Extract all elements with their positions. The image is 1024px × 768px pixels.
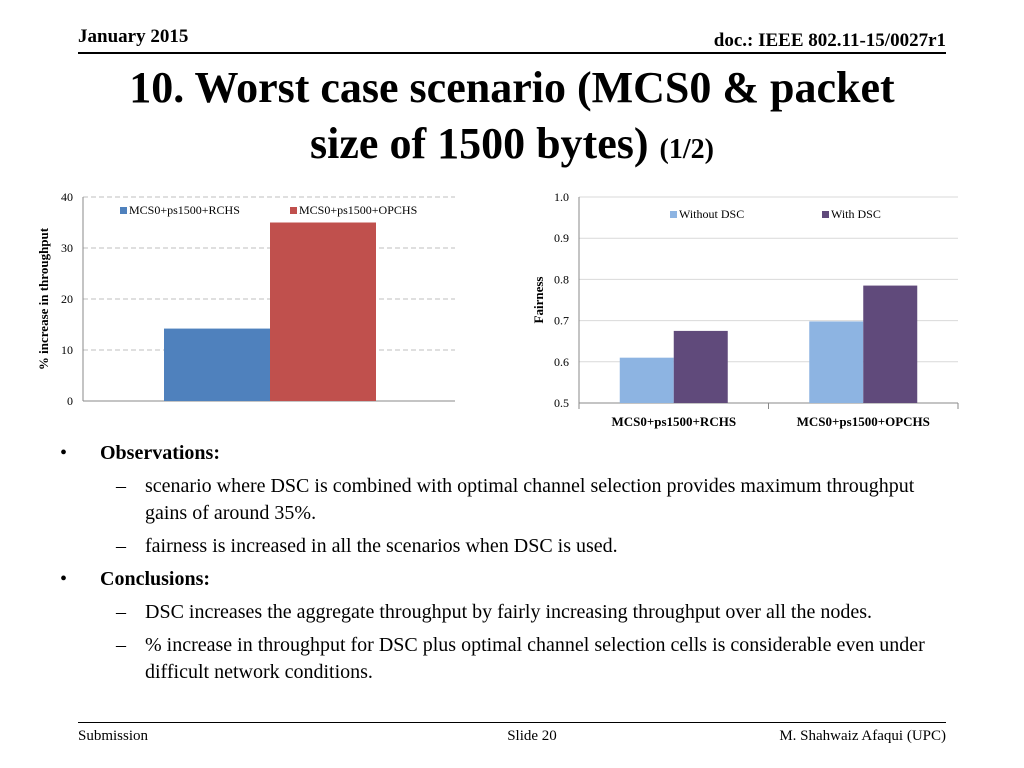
dash-icon: – bbox=[116, 601, 126, 623]
footer-submission: Submission bbox=[78, 728, 149, 744]
observations-section: • Observations: – scenario where DSC is co… bbox=[60, 440, 960, 692]
title-line-2-text: size of 1500 bytes) bbox=[310, 119, 649, 168]
bullet-icon: • bbox=[60, 568, 68, 590]
header-doc-id: doc.: IEEE 802.11-15/0027r1 bbox=[713, 30, 946, 51]
conclusion-text: DSC increases the aggregate throughput b… bbox=[145, 601, 873, 623]
bar bbox=[270, 222, 376, 401]
y-tick-label: 0.9 bbox=[554, 231, 569, 245]
legend-swatch bbox=[822, 211, 829, 218]
y-tick-label: 20 bbox=[61, 292, 73, 306]
fairness-chart-svg: 0.5 0.6 0.7 0.8 0.9 1.0 MCS0+ps1500+RCHS MCS0+p… bbox=[531, 190, 959, 429]
y-tick-label: 0.8 bbox=[554, 272, 569, 286]
bar bbox=[863, 285, 918, 403]
conclusions-heading-text: Conclusions: bbox=[100, 568, 211, 590]
bar bbox=[809, 321, 864, 403]
y-tick-label: 40 bbox=[61, 190, 73, 204]
legend-label: Without DSC bbox=[679, 207, 744, 221]
y-tick-label: 0 bbox=[67, 394, 73, 408]
throughput-chart: 0 10 20 30 40 MCS0+ps1500+RCHS MCS0+ps1500+OPC… bbox=[30, 185, 470, 420]
dash-icon: – bbox=[116, 535, 126, 557]
title-line-1: 10. Worst case scenario (MCS0 & packet bbox=[129, 63, 895, 112]
observation-text: scenario where DSC is combined with opti… bbox=[145, 475, 915, 524]
observation-item: – fairness is increased in all the scenar… bbox=[60, 533, 960, 560]
title-line-2: size of 1500 bytes) (1/2) bbox=[60, 116, 964, 178]
observation-item: – scenario where DSC is combined with opt… bbox=[60, 473, 960, 527]
title-part: (1/2) bbox=[659, 134, 714, 165]
y-tick-label: 10 bbox=[61, 343, 73, 357]
legend-swatch bbox=[670, 211, 677, 218]
footer-author: M. Shahwaiz Afaqui (UPC) bbox=[779, 728, 946, 744]
footer-rule bbox=[78, 722, 946, 723]
footer-slide-number: Slide 20 bbox=[507, 728, 557, 744]
observation-text: fairness is increased in all the scenari… bbox=[145, 535, 618, 557]
bar bbox=[164, 328, 270, 401]
y-tick-label: 30 bbox=[61, 241, 73, 255]
legend-label: With DSC bbox=[831, 207, 881, 221]
conclusion-item: –% increase in throughput for DSC plus o… bbox=[60, 632, 960, 686]
bar bbox=[619, 357, 674, 403]
x-tick-label: MCS0+ps1500+OPCHS bbox=[797, 414, 930, 429]
y-tick-label: 0.7 bbox=[554, 314, 569, 328]
dash-icon: – bbox=[116, 475, 126, 497]
bar bbox=[673, 330, 728, 403]
throughput-chart-svg: 0 10 20 30 40 MCS0+ps1500+RCHS MCS0+ps1500+OPC… bbox=[36, 190, 455, 408]
legend-label: MCS0+ps1500+OPCHS bbox=[299, 203, 417, 217]
slide-title: 10. Worst case scenario (MCS0 & packet s… bbox=[60, 60, 964, 178]
header-rule bbox=[78, 52, 946, 54]
x-tick-label: MCS0+ps1500+RCHS bbox=[611, 414, 736, 429]
bullet-icon: • bbox=[60, 442, 68, 464]
conclusion-item: – DSC increases the aggregate throughput … bbox=[60, 599, 960, 626]
conclusions-heading: • Conclusions: bbox=[60, 566, 960, 593]
y-tick-label: 0.5 bbox=[554, 396, 569, 410]
legend-swatch bbox=[290, 207, 297, 214]
y-tick-label: 0.6 bbox=[554, 355, 569, 369]
y-tick-label: 1.0 bbox=[554, 190, 569, 204]
conclusion-text: % increase in throughput for DSC plus op… bbox=[145, 634, 925, 683]
y-axis-label: % increase in throughput bbox=[36, 227, 51, 370]
y-axis-label: Fairness bbox=[531, 277, 546, 324]
observations-heading: • Observations: bbox=[60, 440, 960, 467]
header-date: January 2015 bbox=[78, 26, 189, 47]
dash-icon: – bbox=[116, 634, 126, 656]
legend-label: MCS0+ps1500+RCHS bbox=[129, 203, 240, 217]
observations-heading-text: Observations: bbox=[100, 442, 220, 464]
legend-swatch bbox=[120, 207, 127, 214]
fairness-chart: 0.5 0.6 0.7 0.8 0.9 1.0 MCS0+ps1500+RCHS MCS0+p… bbox=[525, 185, 970, 435]
